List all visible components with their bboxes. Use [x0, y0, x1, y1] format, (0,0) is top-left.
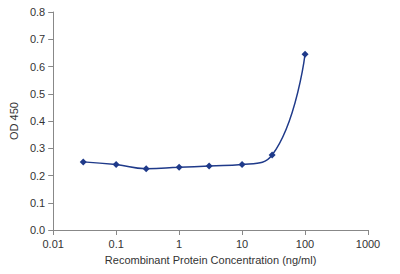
svg-text:0.4: 0.4: [30, 115, 45, 127]
svg-text:1000: 1000: [356, 238, 380, 250]
svg-text:OD 450: OD 450: [8, 102, 20, 140]
svg-text:0.6: 0.6: [30, 61, 45, 73]
svg-text:Recombinant Protein Concentrat: Recombinant Protein Concentration (ng/ml…: [105, 254, 317, 266]
svg-text:0.7: 0.7: [30, 33, 45, 45]
svg-text:0.01: 0.01: [42, 238, 63, 250]
svg-text:100: 100: [296, 238, 314, 250]
svg-text:0.0: 0.0: [30, 224, 45, 236]
svg-text:0.8: 0.8: [30, 6, 45, 18]
svg-text:0.5: 0.5: [30, 88, 45, 100]
svg-text:0.1: 0.1: [109, 238, 124, 250]
svg-text:1: 1: [176, 238, 182, 250]
svg-text:10: 10: [236, 238, 248, 250]
svg-text:0.2: 0.2: [30, 170, 45, 182]
svg-text:0.1: 0.1: [30, 197, 45, 209]
svg-text:0.3: 0.3: [30, 142, 45, 154]
